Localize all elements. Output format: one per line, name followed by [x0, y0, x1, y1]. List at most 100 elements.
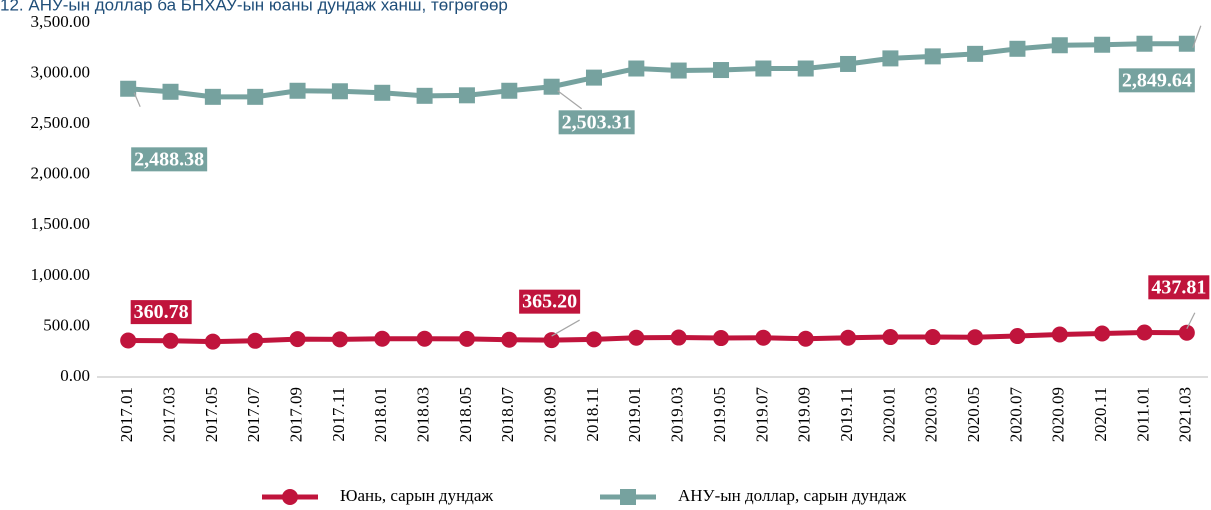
marker — [331, 83, 348, 100]
x-tick-label: 2017.03 — [159, 387, 178, 442]
x-tick-label: 2017.01 — [117, 387, 136, 442]
marker — [374, 84, 391, 101]
x-tick-label: 2018.07 — [498, 387, 517, 443]
data-label-box — [130, 300, 192, 325]
data-label-box — [1148, 275, 1210, 300]
x-tick-label: 2018.11 — [583, 387, 602, 442]
y-tick-label: 3,500.00 — [31, 12, 91, 31]
marker — [162, 83, 179, 100]
annotation-box — [131, 147, 208, 172]
marker — [797, 330, 814, 347]
marker — [1178, 35, 1195, 52]
legend-label: АНУ-ын доллар, сарын дундаж — [678, 486, 906, 505]
annotation-text: 2,503.31 — [562, 111, 632, 133]
marker — [416, 330, 433, 347]
marker — [1009, 40, 1026, 57]
x-tick-label: 2019.03 — [668, 387, 687, 442]
marker — [713, 330, 730, 347]
y-tick-label: 3,000.00 — [31, 62, 91, 81]
marker — [628, 60, 645, 77]
marker — [247, 332, 264, 349]
x-tick-label: 2021.03 — [1176, 387, 1195, 442]
x-tick-label: 2020.05 — [964, 387, 983, 442]
marker — [331, 331, 348, 348]
marker — [120, 332, 137, 349]
marker — [755, 60, 772, 77]
marker — [967, 45, 984, 62]
marker — [247, 88, 264, 105]
data-label-box — [519, 289, 581, 314]
x-tick-label: 2020.03 — [922, 387, 941, 442]
marker — [543, 78, 560, 95]
x-tick-label: 2011.01 — [1133, 387, 1152, 442]
x-tick-label: 2018.05 — [456, 387, 475, 442]
marker — [670, 62, 687, 79]
annotation-text: 2,849.64 — [1122, 69, 1192, 91]
marker — [628, 329, 645, 346]
marker — [289, 82, 306, 99]
marker — [840, 329, 857, 346]
legend-label: Юань, сарын дундаж — [340, 486, 493, 505]
data-label-text: 360.78 — [134, 301, 189, 323]
x-tick-label: 2019.09 — [795, 387, 814, 442]
marker — [120, 80, 137, 97]
marker — [1009, 328, 1026, 345]
leader-line — [1186, 312, 1196, 329]
x-tick-label: 2018.01 — [371, 387, 390, 442]
marker — [204, 88, 221, 105]
marker — [416, 87, 433, 104]
y-tick-label: 0.00 — [60, 366, 90, 385]
x-tick-label: 2017.05 — [202, 387, 221, 442]
marker — [967, 329, 984, 346]
legend-marker — [282, 489, 298, 505]
series-line — [128, 329, 1187, 345]
marker — [501, 82, 518, 99]
annotation: 2,503.31 — [558, 110, 635, 135]
chart-title: 12. АНУ-ын доллар ба БНХАУ-ын юаны дунда… — [0, 0, 508, 14]
data-label: 360.78 — [130, 300, 192, 325]
y-tick-label: 1,500.00 — [31, 214, 91, 233]
y-tick-label: 500.00 — [43, 315, 90, 334]
marker — [882, 50, 899, 67]
data-label-text: 437.81 — [1151, 276, 1206, 298]
x-tick-label: 2020.09 — [1049, 387, 1068, 442]
x-tick-label: 2019.01 — [625, 387, 644, 442]
marker — [882, 329, 899, 346]
marker — [1136, 324, 1153, 341]
x-tick-label: 2017.09 — [286, 387, 305, 442]
marker — [1051, 37, 1068, 54]
annotation: 2,488.38 — [131, 147, 208, 172]
marker — [1178, 324, 1195, 341]
marker — [162, 332, 179, 349]
x-tick-label: 2019.07 — [752, 387, 771, 443]
annotation-box — [558, 110, 635, 135]
marker — [543, 332, 560, 349]
marker — [1094, 36, 1111, 53]
x-tick-label: 2017.07 — [244, 387, 263, 443]
leader-line — [557, 90, 582, 110]
data-label-text: 365.20 — [522, 291, 577, 313]
x-tick-label: 2019.05 — [710, 387, 729, 442]
x-tick-label: 2020.01 — [879, 387, 898, 442]
marker — [840, 55, 857, 72]
leader-line — [1192, 25, 1202, 48]
marker — [289, 331, 306, 348]
x-tick-label: 2019.11 — [837, 387, 856, 442]
annotation-box — [1118, 68, 1195, 93]
data-label: 365.20 — [519, 289, 581, 314]
marker — [755, 329, 772, 346]
y-tick-label: 1,000.00 — [31, 265, 91, 284]
marker — [670, 329, 687, 346]
data-label: 437.81 — [1148, 275, 1210, 300]
marker — [458, 330, 475, 347]
leader-line — [551, 319, 580, 337]
marker — [374, 330, 391, 347]
marker — [585, 331, 602, 348]
marker — [501, 331, 518, 348]
annotation-text: 2,488.38 — [134, 148, 204, 170]
x-tick-label: 2020.11 — [1091, 387, 1110, 442]
marker — [924, 48, 941, 65]
marker — [1094, 325, 1111, 342]
leader-line — [133, 92, 141, 107]
marker — [797, 60, 814, 77]
